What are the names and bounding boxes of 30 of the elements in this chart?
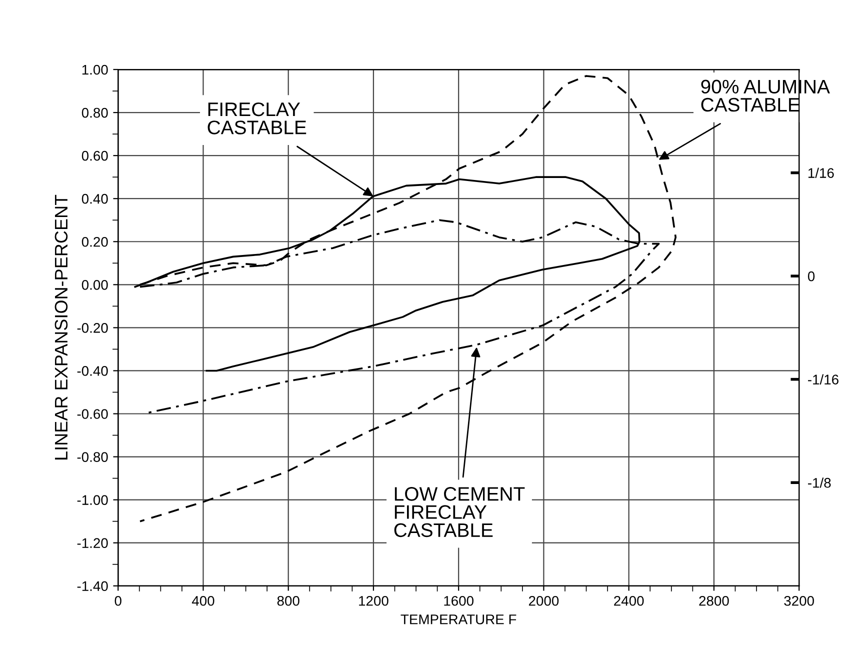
y-tick-label: -0.40	[77, 366, 108, 376]
y-tick-label: 0.40	[82, 194, 108, 204]
y-tick-label: 1.00	[82, 64, 108, 75]
x-axis-title: TEMPERATURE F	[400, 614, 516, 624]
x-tick-label: 1600	[444, 596, 474, 606]
x-tick-label: 2800	[699, 596, 729, 606]
x-tick-label: 2400	[614, 596, 644, 606]
x-tick-label: 400	[192, 596, 214, 606]
x-tick-label: 2000	[528, 596, 559, 606]
y-tick-label: 0.00	[82, 280, 108, 290]
y-tick-label: -1.00	[77, 495, 108, 505]
y2-tick-label: -1/8	[808, 478, 831, 488]
x-tick-label: 1200	[359, 596, 388, 606]
x-tick-label: 800	[277, 596, 300, 606]
annotation: LOW CEMENT FIRECLAY CASTABLE	[394, 487, 525, 538]
y2-tick-label: 1/16	[808, 168, 834, 178]
y-tick-label: 0.20	[82, 236, 108, 247]
x-tick-label: 0	[114, 596, 122, 606]
y-tick-label: -0.20	[77, 323, 108, 333]
y-tick-label: -1.40	[77, 581, 108, 592]
y-tick-label: -0.60	[77, 409, 108, 419]
y-tick-label: 0.80	[82, 108, 108, 118]
annotation: FIRECLAY CASTABLE	[208, 102, 306, 134]
y2-tick-label: 0	[808, 271, 815, 282]
y-axis-title: LINEAR EXPANSION-PERCENT	[54, 194, 68, 460]
y-tick-label: 0.60	[82, 150, 108, 161]
y-tick-label: -0.80	[77, 452, 108, 462]
x-tick-label: 3200	[784, 596, 814, 606]
y2-tick-label: -1/16	[808, 374, 838, 384]
y-tick-label: -1.20	[77, 538, 108, 548]
